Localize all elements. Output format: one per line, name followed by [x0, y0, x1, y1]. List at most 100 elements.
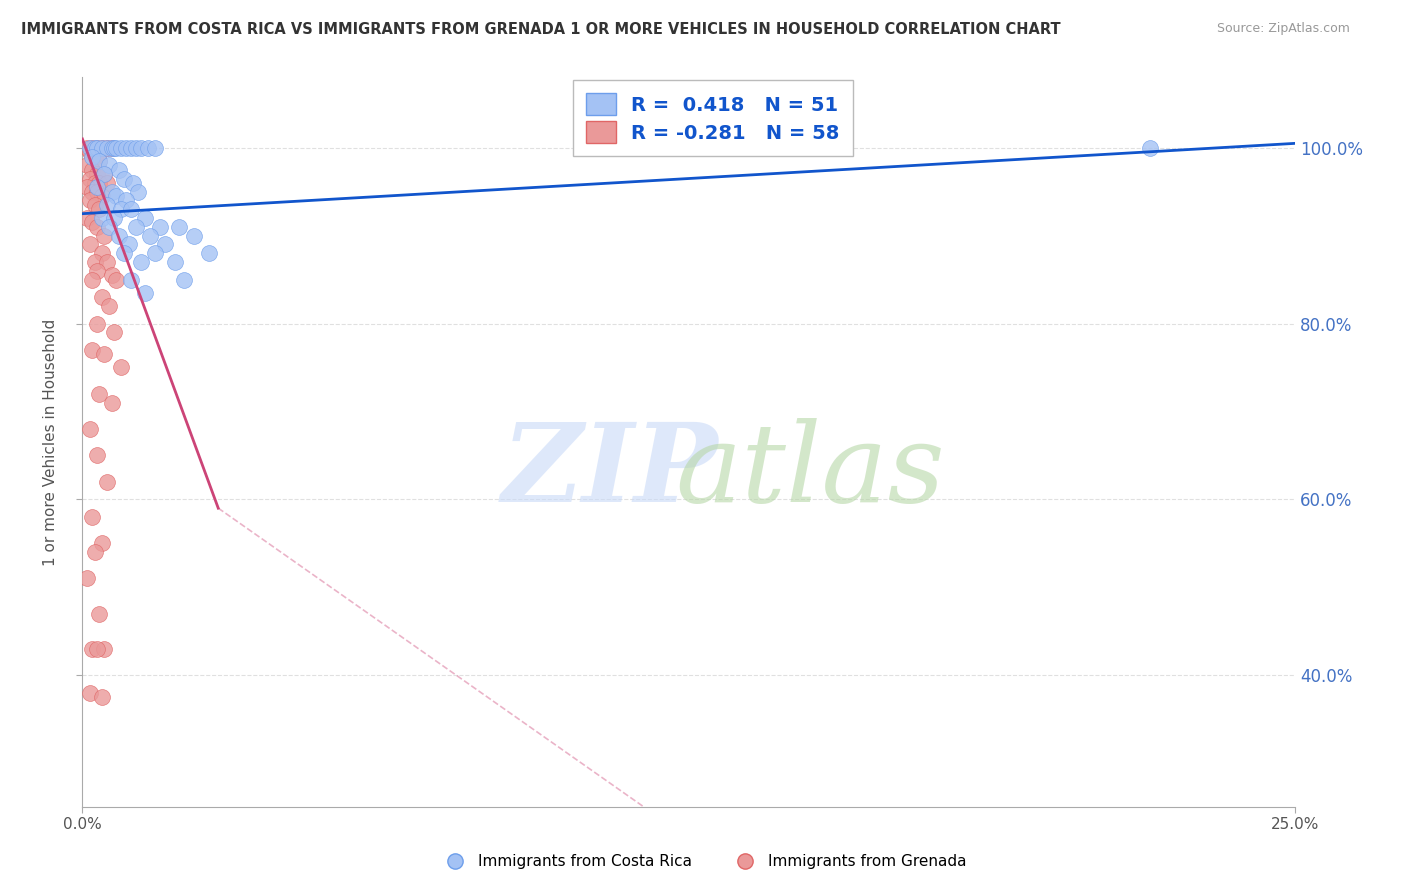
Point — [110, 141, 132, 155]
Point — [76, 211, 98, 225]
Point — [136, 141, 159, 155]
Point — [90, 290, 112, 304]
Point — [125, 141, 148, 155]
Point — [76, 571, 98, 585]
Point — [86, 219, 108, 234]
Point — [197, 246, 219, 260]
Point — [79, 141, 101, 155]
Point — [98, 299, 121, 313]
Point — [89, 176, 111, 190]
Text: ZIP: ZIP — [502, 417, 718, 525]
Point — [76, 158, 98, 172]
Point — [79, 422, 101, 436]
Point — [89, 387, 111, 401]
Point — [149, 219, 172, 234]
Point — [90, 141, 112, 155]
Point — [127, 185, 149, 199]
Point — [82, 185, 104, 199]
Point — [169, 219, 191, 234]
Point — [98, 219, 121, 234]
Point — [100, 141, 122, 155]
Point — [86, 185, 108, 199]
Point — [134, 285, 156, 300]
Point — [139, 228, 162, 243]
Point — [100, 185, 122, 199]
Point — [89, 607, 111, 621]
Point — [96, 141, 118, 155]
Point — [86, 641, 108, 656]
Point — [93, 167, 115, 181]
Point — [120, 272, 142, 286]
Point — [83, 255, 105, 269]
Point — [82, 272, 104, 286]
Legend: R =  0.418   N = 51, R = -0.281   N = 58: R = 0.418 N = 51, R = -0.281 N = 58 — [572, 80, 853, 156]
Point — [83, 198, 105, 212]
Y-axis label: 1 or more Vehicles in Household: 1 or more Vehicles in Household — [44, 318, 58, 566]
Point — [117, 237, 139, 252]
Point — [105, 141, 128, 155]
Point — [79, 194, 101, 208]
Point — [122, 176, 145, 190]
Point — [173, 272, 195, 286]
Point — [115, 194, 138, 208]
Point — [82, 215, 104, 229]
Point — [90, 141, 112, 155]
Point — [86, 167, 108, 181]
Text: IMMIGRANTS FROM COSTA RICA VS IMMIGRANTS FROM GRENADA 1 OR MORE VEHICLES IN HOUS: IMMIGRANTS FROM COSTA RICA VS IMMIGRANTS… — [21, 22, 1060, 37]
Legend: Immigrants from Costa Rica, Immigrants from Grenada: Immigrants from Costa Rica, Immigrants f… — [433, 848, 973, 875]
Point — [93, 228, 115, 243]
Point — [100, 141, 122, 155]
Point — [82, 141, 104, 155]
Point — [90, 536, 112, 550]
Point — [86, 449, 108, 463]
Point — [100, 268, 122, 283]
Point — [112, 171, 135, 186]
Point — [105, 189, 128, 203]
Point — [110, 202, 132, 217]
Point — [79, 171, 101, 186]
Point — [79, 686, 101, 700]
Point — [143, 246, 166, 260]
Point — [129, 255, 152, 269]
Point — [107, 228, 129, 243]
Point — [96, 255, 118, 269]
Point — [76, 141, 98, 155]
Point — [125, 219, 148, 234]
Point — [98, 158, 121, 172]
Point — [120, 141, 142, 155]
Point — [89, 153, 111, 168]
Point — [153, 237, 176, 252]
Point — [82, 510, 104, 524]
Point — [103, 326, 125, 340]
Point — [79, 145, 101, 160]
Point — [83, 176, 105, 190]
Point — [86, 141, 108, 155]
Point — [105, 272, 128, 286]
Point — [96, 141, 118, 155]
Point — [82, 150, 104, 164]
Point — [134, 211, 156, 225]
Point — [96, 176, 118, 190]
Point — [86, 264, 108, 278]
Point — [115, 141, 138, 155]
Point — [79, 237, 101, 252]
Point — [183, 228, 205, 243]
Point — [93, 167, 115, 181]
Point — [90, 246, 112, 260]
Point — [83, 150, 105, 164]
Point — [82, 162, 104, 177]
Point — [86, 141, 108, 155]
Text: atlas: atlas — [675, 417, 945, 525]
Point — [90, 690, 112, 705]
Point — [76, 180, 98, 194]
Point — [82, 641, 104, 656]
Point — [120, 202, 142, 217]
Point — [82, 343, 104, 357]
Point — [86, 317, 108, 331]
Point — [89, 202, 111, 217]
Point — [93, 347, 115, 361]
Point — [129, 141, 152, 155]
Point — [90, 189, 112, 203]
Point — [1139, 141, 1161, 155]
Point — [143, 141, 166, 155]
